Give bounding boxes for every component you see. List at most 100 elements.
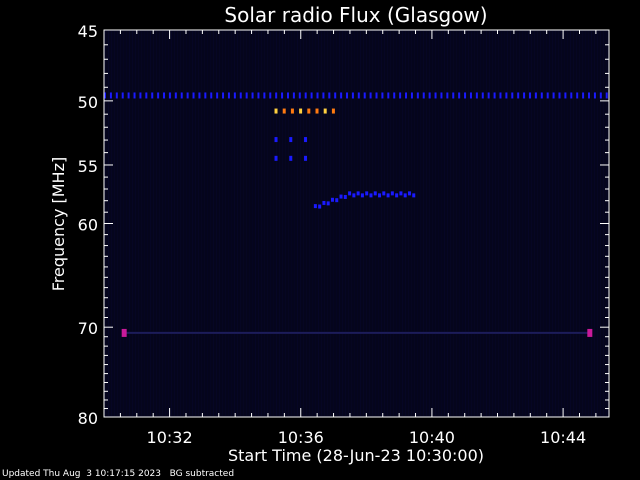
noise-streak [372, 31, 373, 416]
interference-mark [540, 92, 543, 99]
noise-streak [501, 31, 502, 416]
interference-mark [570, 92, 573, 99]
noise-streak [465, 31, 466, 416]
interference-mark [257, 92, 260, 99]
noise-streak [282, 31, 283, 416]
noise-streak [225, 31, 226, 416]
noise-streak [171, 31, 172, 416]
noise-streak [456, 31, 457, 416]
interference-mark [363, 92, 366, 99]
burst-mark [331, 108, 335, 114]
interference-mark [405, 92, 408, 99]
interference-mark [493, 92, 496, 99]
interference-mark [198, 92, 201, 99]
interference-mark [481, 92, 484, 99]
noise-streak [375, 31, 376, 416]
interference-mark [458, 92, 461, 99]
noise-streak [552, 31, 553, 416]
interference-mark [340, 92, 343, 99]
noise-streak [486, 31, 487, 416]
noise-streak [321, 31, 322, 416]
interference-mark [139, 92, 142, 99]
noise-streak [432, 31, 433, 416]
interference-mark [239, 92, 242, 99]
noise-streak [489, 31, 490, 416]
burst-mark [274, 155, 278, 161]
x-axis: 10:32 10:36 10:40 10:44 [119, 30, 597, 447]
noise-streak [363, 31, 364, 416]
y-tick-label: 70 [78, 319, 98, 338]
noise-streak [135, 31, 136, 416]
noise-streak [177, 31, 178, 416]
chart-title: Solar radio Flux (Glasgow) [224, 3, 487, 27]
noise-streak [579, 31, 580, 416]
noise-streak [261, 31, 262, 416]
burst-mark [360, 193, 364, 198]
noise-streak [219, 31, 220, 416]
noise-streak [342, 31, 343, 416]
noise-streak [441, 31, 442, 416]
noise-streak [360, 31, 361, 416]
noise-streak [480, 31, 481, 416]
burst-mark [290, 108, 294, 114]
noise-streak [270, 31, 271, 416]
noise-streak [162, 31, 163, 416]
noise-streak [522, 31, 523, 416]
noise-streak [168, 31, 169, 416]
noise-streak [249, 31, 250, 416]
noise-streak [327, 31, 328, 416]
burst-mark [369, 193, 373, 198]
x-axis-label: Start Time (28-Jun-23 10:30:00) [228, 446, 484, 465]
noise-streak [279, 31, 280, 416]
noise-streak [516, 31, 517, 416]
burst-mark [373, 191, 377, 196]
burst-mark [330, 197, 334, 202]
y-tick-label: 45 [78, 22, 98, 41]
burst-mark [348, 191, 352, 196]
interference-mark [528, 92, 531, 99]
noise-streak [150, 31, 151, 416]
interference-mark [576, 92, 579, 99]
interference-mark [127, 92, 130, 99]
noise-streak [450, 31, 451, 416]
noise-streak [567, 31, 568, 416]
interference-mark [593, 92, 596, 99]
noise-streak [510, 31, 511, 416]
burst-mark [323, 108, 327, 114]
noise-streak [573, 31, 574, 416]
noise-streak [357, 31, 358, 416]
noise-streak [306, 31, 307, 416]
noise-streak [537, 31, 538, 416]
interference-mark [121, 328, 127, 337]
burst-mark [390, 191, 394, 196]
interference-mark [487, 92, 490, 99]
noise-streak [300, 31, 301, 416]
noise-streak [504, 31, 505, 416]
burst-mark [378, 193, 382, 198]
interference-mark [381, 92, 384, 99]
noise-streak [132, 31, 133, 416]
noise-streak [126, 31, 127, 416]
noise-streak [498, 31, 499, 416]
burst-mark [289, 155, 293, 161]
noise-streak [513, 31, 514, 416]
noise-streak [303, 31, 304, 416]
noise-streak [114, 31, 115, 416]
noise-streak [453, 31, 454, 416]
interference-mark [334, 92, 337, 99]
interference-mark [157, 92, 160, 99]
noise-streak [597, 31, 598, 416]
noise-streak [576, 31, 577, 416]
interference-mark [434, 92, 437, 99]
noise-streak [561, 31, 562, 416]
interference-mark [115, 92, 118, 99]
interference-mark [180, 92, 183, 99]
noise-streak [243, 31, 244, 416]
interference-mark [245, 92, 248, 99]
noise-streak [462, 31, 463, 416]
noise-streak [411, 31, 412, 416]
interference-mark [393, 92, 396, 99]
interference-mark [233, 92, 236, 99]
plot-background [104, 30, 609, 417]
noise-streak [294, 31, 295, 416]
